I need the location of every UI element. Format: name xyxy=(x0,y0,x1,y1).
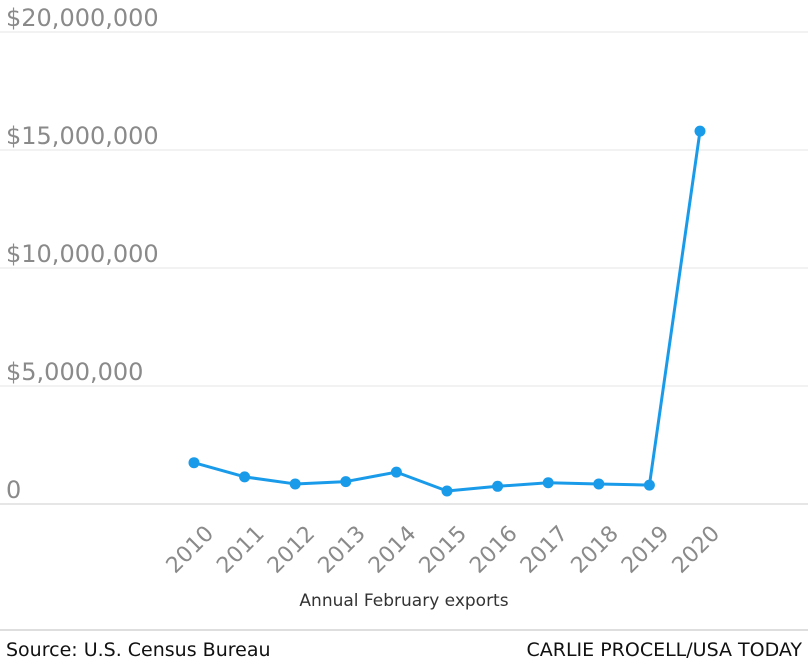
y-tick-label: 0 xyxy=(6,476,21,504)
data-point xyxy=(188,457,200,469)
x-tick-label: 2018 xyxy=(567,521,624,578)
y-tick-label: $5,000,000 xyxy=(6,358,143,386)
series-layer xyxy=(188,125,706,497)
x-tick-label: 2017 xyxy=(516,521,573,578)
x-tick-label: 2013 xyxy=(314,521,371,578)
x-tick-label: 2012 xyxy=(263,521,320,578)
y-tick-label: $10,000,000 xyxy=(6,240,159,268)
x-tick-label: 2016 xyxy=(465,521,522,578)
x-tick-label: 2011 xyxy=(212,521,269,578)
x-tick-label: 2010 xyxy=(162,521,219,578)
footer-source: Source: U.S. Census Bureau xyxy=(6,639,271,661)
data-point xyxy=(340,476,352,488)
data-point xyxy=(492,480,504,492)
x-tick-label: 2014 xyxy=(364,521,421,578)
x-tick-label: 2015 xyxy=(415,521,472,578)
data-point xyxy=(593,478,605,490)
data-point xyxy=(289,478,301,490)
x-axis-tick-labels: 2010201120122013201420152016201720182019… xyxy=(162,521,725,578)
data-point xyxy=(390,466,402,478)
series-line xyxy=(193,130,702,493)
x-axis-title: Annual February exports xyxy=(299,591,508,611)
x-tick-label: 2019 xyxy=(617,521,674,578)
x-tick-label: 2020 xyxy=(668,521,725,578)
data-point xyxy=(441,485,453,497)
data-point xyxy=(542,477,554,489)
data-point xyxy=(239,471,251,483)
y-tick-label: $20,000,000 xyxy=(6,4,159,32)
gridlines xyxy=(0,31,808,505)
data-point xyxy=(643,479,655,491)
y-axis-tick-labels: 0 $5,000,000 $10,000,000 $15,000,000 $20,000… xyxy=(6,4,159,504)
y-tick-label: $15,000,000 xyxy=(6,122,159,150)
data-point xyxy=(694,125,706,137)
footer-credit: CARLIE PROCELL/USA TODAY xyxy=(527,639,803,661)
